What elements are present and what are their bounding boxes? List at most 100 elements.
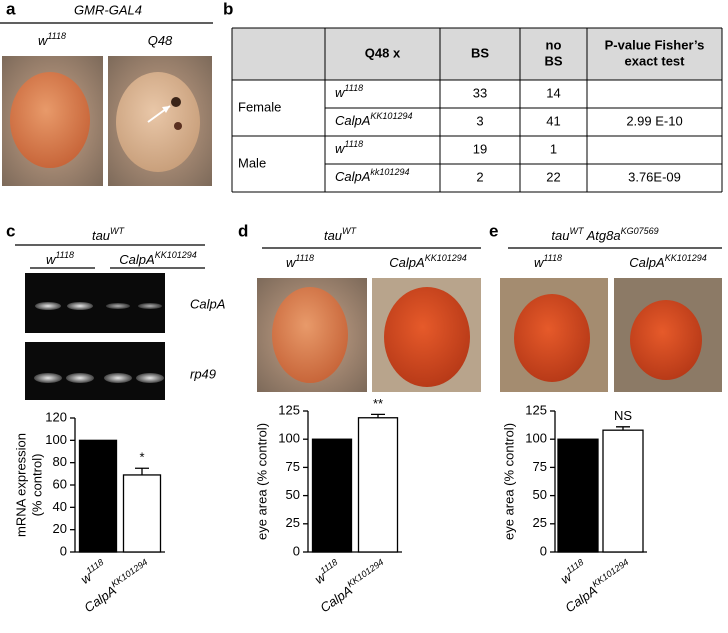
significance-label: * (139, 450, 144, 465)
y-tick-label: 50 (533, 487, 547, 502)
text-part: kk101294 (370, 167, 409, 177)
table-header: BS (544, 53, 562, 68)
group-label: w1118 (286, 253, 314, 270)
table-cell: 14 (546, 85, 560, 100)
text-part: w (286, 255, 297, 270)
text-part: w (335, 85, 346, 100)
text-part: KK101294 (665, 253, 707, 263)
table-cell: 41 (546, 113, 560, 128)
text-part: KK101294 (370, 111, 412, 121)
panel-title: GMR-GAL4 (74, 2, 142, 17)
table-cell: 2 (476, 169, 483, 184)
table-header: BS (471, 45, 489, 60)
text-part: KK101294 (425, 253, 467, 263)
eye (384, 287, 470, 387)
panel-label: b (223, 0, 233, 18)
text-part: w (46, 252, 57, 267)
panel-title: tauWT Atg8aKG07569 (551, 226, 658, 243)
text-part: w (335, 141, 346, 156)
gel-band (104, 373, 132, 383)
gel-band (66, 373, 94, 383)
y-tick-label: 60 (53, 476, 67, 491)
bar (311, 438, 353, 553)
significance-label: ** (373, 396, 383, 411)
eye (514, 294, 590, 382)
panel-label: d (238, 221, 248, 240)
bar (122, 474, 162, 553)
text-part: Atg8a (583, 228, 620, 243)
text-part: WT (110, 226, 125, 236)
table-header: no (546, 37, 562, 52)
table-cell: w1118 (335, 83, 363, 100)
significance-label: NS (614, 408, 632, 423)
column-label: Q48 (148, 33, 173, 48)
bar (602, 429, 644, 553)
x-tick-label: w1118 (557, 557, 590, 587)
y-axis-label: eye area (% control) (501, 423, 516, 540)
y-axis-label: (% control) (29, 454, 44, 517)
text-part: 1118 (319, 557, 340, 576)
y-tick-label: 75 (286, 459, 300, 474)
table-cell: 1 (550, 141, 557, 156)
text-part: WT (342, 226, 357, 236)
gel-band (34, 373, 62, 383)
group-label: w1118 (534, 253, 562, 270)
x-tick-label: w1118 (311, 557, 344, 587)
table-cell: CalpAkk101294 (335, 167, 409, 184)
y-axis-label: eye area (% control) (254, 423, 269, 540)
text-part: 1118 (55, 250, 74, 260)
eye (272, 287, 348, 383)
bar (357, 417, 399, 553)
table-cell: Female (238, 99, 281, 114)
text-part: tau (551, 228, 569, 243)
gel-band (136, 373, 164, 383)
text-part: CalpA (389, 255, 424, 270)
text-part: 1118 (47, 31, 66, 41)
text-part: 1118 (344, 139, 363, 149)
table-cell: Male (238, 155, 266, 170)
group-label: CalpAKK101294 (389, 253, 466, 270)
y-tick-label: 125 (525, 402, 547, 417)
x-tick-label: w1118 (77, 557, 110, 587)
text-part: KK101294 (109, 557, 149, 589)
gel-label: CalpA (190, 296, 225, 311)
gel-band (35, 302, 61, 310)
y-tick-label: 25 (286, 515, 300, 530)
gel-band (67, 302, 93, 310)
spot (174, 122, 182, 130)
y-tick-label: 40 (53, 499, 67, 514)
y-axis-label: mRNA expression (13, 433, 28, 537)
y-tick-label: 20 (53, 521, 67, 536)
text-part: 1118 (543, 253, 562, 263)
text-part: KK101294 (590, 557, 630, 589)
y-tick-label: 0 (60, 543, 67, 558)
text-part: 1118 (344, 83, 363, 93)
y-tick-label: 100 (278, 431, 300, 446)
table-cell: 22 (546, 169, 560, 184)
text-part: WT (569, 226, 584, 236)
y-tick-label: 75 (533, 459, 547, 474)
bar (557, 438, 599, 553)
text-part: 1118 (295, 253, 314, 263)
gel (25, 342, 165, 400)
photo-group (2, 56, 212, 186)
table-header: exact test (625, 53, 686, 68)
y-tick-label: 0 (540, 543, 547, 558)
panel-title: tauWT (92, 226, 126, 243)
text-part: KK101294 (155, 250, 197, 260)
y-tick-label: 100 (525, 431, 547, 446)
y-tick-label: 80 (53, 454, 67, 469)
gel-label: rp49 (190, 366, 216, 381)
panel-title: tauWT (324, 226, 358, 243)
error-bar (371, 413, 385, 418)
text-part: 1118 (85, 557, 106, 576)
text-part: KG07569 (621, 226, 659, 236)
gel-band (106, 303, 130, 309)
error-bar (616, 426, 630, 431)
table-cell: 19 (473, 141, 487, 156)
y-tick-label: 100 (45, 432, 67, 447)
group-label: w1118 (46, 250, 74, 267)
text-part: tau (92, 228, 110, 243)
table-cell: CalpAKK101294 (335, 111, 412, 128)
